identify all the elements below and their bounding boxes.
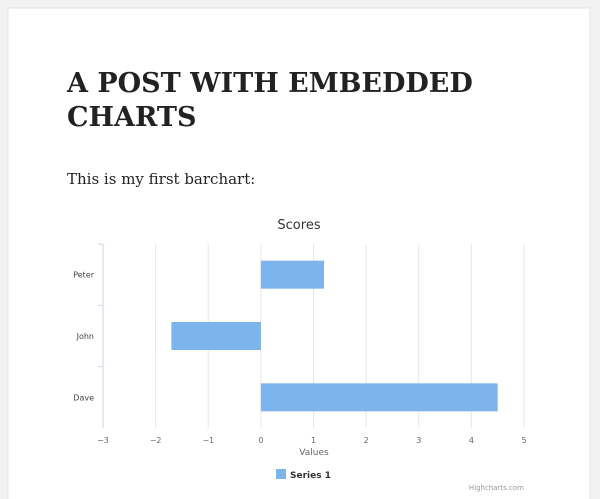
post-text: This is my first barchart: [67,170,255,188]
x-tick-label: 3 [416,436,421,445]
chart-title: Scores [277,218,320,233]
x-tick-label: 0 [258,436,263,445]
legend-swatch [276,469,286,479]
y-tick-label: Dave [73,393,94,402]
legend-label: Series 1 [290,471,331,481]
bar [171,322,261,350]
x-tick-label: 5 [521,436,526,445]
x-tick-label: −2 [150,436,162,445]
x-tick-label: 4 [469,436,474,445]
bar [260,383,498,412]
post-card [7,7,591,499]
x-tick-label: 1 [311,436,316,445]
x-tick-label: 2 [364,436,369,445]
y-tick-label: Peter [73,271,95,280]
x-tick-label: −3 [97,436,109,445]
credit[interactable]: Highcharts.com [469,484,524,492]
x-axis-title: Values [299,448,329,458]
post-title: CHARTS [67,102,197,133]
x-tick-label: −1 [202,436,214,445]
y-tick-label: John [76,332,94,341]
bar [260,260,325,289]
post-title: A POST WITH EMBEDDED [66,68,473,99]
